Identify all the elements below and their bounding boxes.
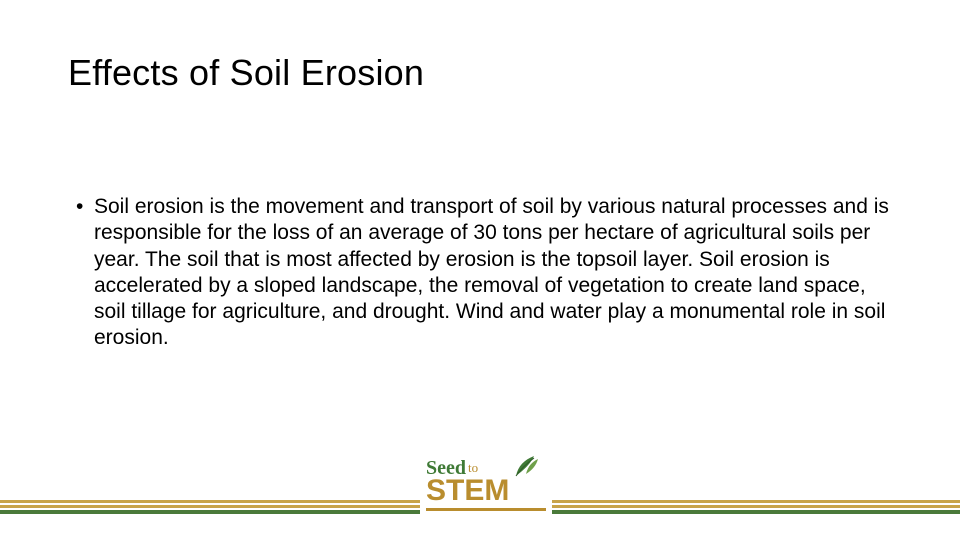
logo-underline xyxy=(426,508,546,511)
slide: Effects of Soil Erosion Soil erosion is … xyxy=(0,0,960,540)
bullet-item: Soil erosion is the movement and transpo… xyxy=(76,194,898,352)
body-text-block: Soil erosion is the movement and transpo… xyxy=(76,194,898,352)
leaf-icon xyxy=(512,454,540,478)
logo-inner: Seedto STEM xyxy=(426,458,546,528)
page-title: Effects of Soil Erosion xyxy=(68,52,424,94)
seed-to-stem-logo: Seedto STEM xyxy=(420,456,552,528)
bullet-list: Soil erosion is the movement and transpo… xyxy=(76,194,898,352)
logo-stem-text: STEM xyxy=(426,477,546,506)
